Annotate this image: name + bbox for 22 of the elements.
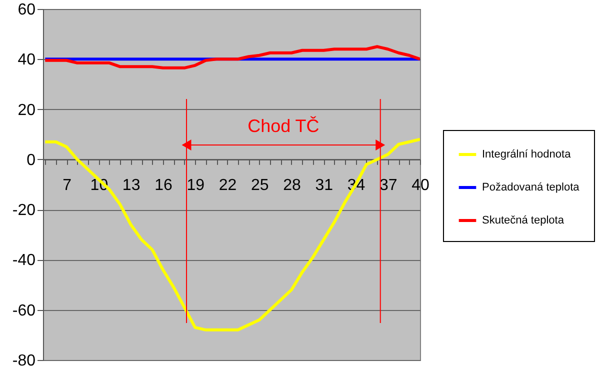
y-tick-label: -60 — [12, 302, 36, 320]
x-tick-label: 25 — [250, 176, 269, 194]
x-tick-label: 22 — [218, 176, 237, 194]
legend-label: Integrální hodnota — [482, 148, 572, 160]
annotation: Chod TČ — [248, 116, 320, 136]
line-series — [44, 45, 420, 70]
x-tick-label: 31 — [315, 176, 334, 194]
y-tick-label: 0 — [26, 152, 36, 169]
y-tick-label: -80 — [12, 352, 36, 368]
x-tick-label: 16 — [154, 176, 172, 194]
y-tick-label: -20 — [12, 202, 36, 220]
y-tick-label: 40 — [18, 52, 36, 69]
x-tick-label: 7 — [62, 176, 72, 194]
x-tick-label: 28 — [283, 176, 301, 194]
y-tick-label: 20 — [18, 102, 36, 119]
legend-label: Skutečná teplota — [482, 214, 565, 226]
x-tick-label: 19 — [186, 176, 205, 194]
legend-label: Požadovaná teplota — [482, 182, 580, 194]
x-tick-label: 13 — [122, 176, 140, 194]
y-tick-label: -40 — [12, 252, 36, 270]
x-tick-label: 40 — [412, 176, 430, 194]
y-tick-label: 60 — [18, 2, 36, 18]
